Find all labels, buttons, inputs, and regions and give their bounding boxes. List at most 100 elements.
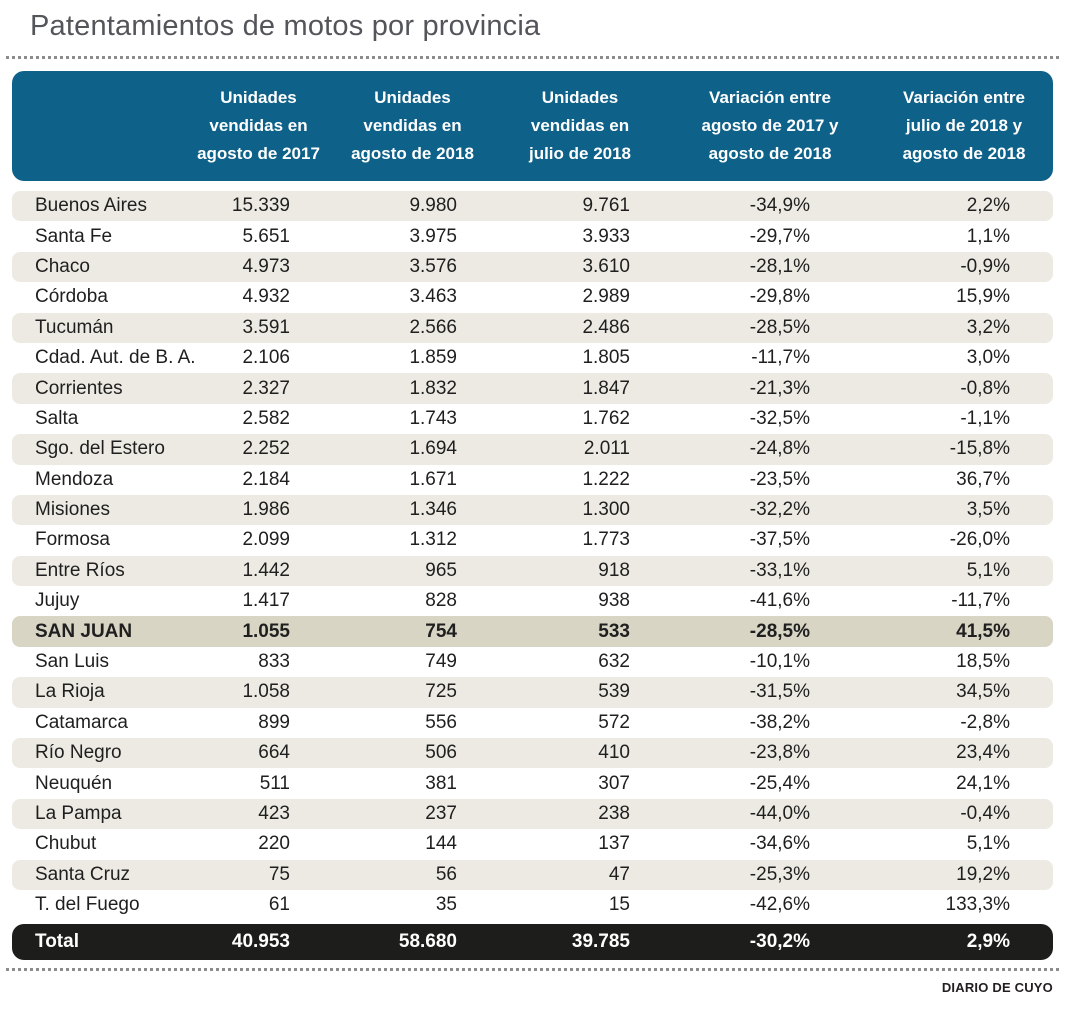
units-aug-2018: 1.671	[409, 468, 457, 490]
table-row: Cdad. Aut. de B. A. 2.106 1.859 1.805 -1…	[12, 343, 1053, 373]
variation-aug2017-aug2018: -21,3%	[749, 377, 810, 399]
units-jul-2018: 938	[598, 590, 630, 612]
units-aug-2018: 725	[425, 681, 457, 703]
units-aug-2018: 1.312	[409, 529, 457, 551]
variation-aug2017-aug2018: -32,2%	[749, 499, 810, 521]
units-aug-2017: 1.417	[242, 590, 290, 612]
variation-jul2018-aug2018: 41,5%	[956, 620, 1010, 642]
variation-aug2017-aug2018: -34,6%	[749, 833, 810, 855]
units-jul-2018: 632	[598, 651, 630, 673]
total-variation-jul: 2,9%	[966, 931, 1010, 953]
units-jul-2018: 1.762	[582, 407, 630, 429]
units-aug-2017: 75	[268, 863, 290, 885]
units-aug-2017: 4.932	[242, 286, 290, 308]
variation-aug2017-aug2018: -28,5%	[749, 620, 810, 642]
units-aug-2017: 2.106	[242, 347, 290, 369]
table-row: Catamarca 899 556 572 -38,2% -2,8%	[12, 708, 1053, 738]
header-cell-aug2017: Unidades vendidas en agosto de 2017	[197, 88, 320, 163]
units-aug-2017: 4.973	[242, 255, 290, 277]
variation-aug2017-aug2018: -23,5%	[749, 468, 810, 490]
variation-jul2018-aug2018: -0,9%	[960, 255, 1010, 277]
units-jul-2018: 2.011	[583, 438, 630, 460]
total-row: Total 40.953 58.680 39.785 -30,2% 2,9%	[12, 924, 1053, 961]
header-cell-var-aug: Variación entre agosto de 2017 y agosto …	[701, 88, 839, 163]
variation-jul2018-aug2018: 3,5%	[966, 499, 1010, 521]
units-jul-2018: 307	[598, 772, 630, 794]
province-name: Córdoba	[35, 286, 108, 308]
units-aug-2018: 35	[435, 894, 457, 916]
province-name: Formosa	[35, 529, 110, 551]
units-aug-2018: 56	[435, 863, 457, 885]
variation-aug2017-aug2018: -10,1%	[749, 651, 810, 673]
table-row: Santa Fe 5.651 3.975 3.933 -29,7% 1,1%	[12, 221, 1053, 251]
table-row: Tucumán 3.591 2.566 2.486 -28,5% 3,2%	[12, 312, 1053, 343]
province-name: Catamarca	[35, 711, 128, 733]
units-aug-2017: 3.591	[242, 316, 290, 338]
province-name: Salta	[35, 407, 79, 429]
table-row: SAN JUAN 1.055 754 533 -28,5% 41,5%	[12, 616, 1053, 647]
variation-jul2018-aug2018: 5,1%	[966, 559, 1010, 581]
units-aug-2018: 506	[425, 742, 457, 764]
bottom-dotted-divider	[6, 968, 1059, 972]
province-name: La Pampa	[35, 803, 122, 824]
province-name: T. del Fuego	[35, 894, 140, 916]
units-aug-2017: 833	[258, 651, 290, 673]
province-name: Jujuy	[35, 590, 80, 612]
table-row: Formosa 2.099 1.312 1.773 -37,5% -26,0%	[12, 525, 1053, 555]
units-aug-2018: 1.346	[409, 499, 457, 521]
table-row: Río Negro 664 506 410 -23,8% 23,4%	[12, 738, 1053, 769]
table-header: Unidades vendidas en agosto de 2017 Unid…	[12, 71, 1053, 181]
units-jul-2018: 533	[598, 620, 630, 642]
table-row: T. del Fuego 61 35 15 -42,6% 133,3%	[12, 890, 1053, 920]
variation-aug2017-aug2018: -42,6%	[749, 894, 810, 916]
units-jul-2018: 539	[598, 681, 630, 703]
variation-jul2018-aug2018: 34,5%	[956, 681, 1010, 703]
units-jul-2018: 2.989	[582, 286, 630, 308]
variation-aug2017-aug2018: -25,4%	[749, 772, 810, 794]
variation-jul2018-aug2018: -0,8%	[960, 377, 1010, 399]
units-aug-2018: 3.975	[409, 225, 457, 247]
units-aug-2018: 1.694	[409, 438, 457, 460]
table-row: La Pampa 423 237 238 -44,0% -0,4%	[12, 798, 1053, 830]
table-row: Jujuy 1.417 828 938 -41,6% -11,7%	[12, 586, 1053, 616]
province-name: SAN JUAN	[35, 620, 133, 642]
variation-aug2017-aug2018: -37,5%	[749, 529, 810, 551]
province-name: Neuquén	[35, 772, 113, 794]
variation-aug2017-aug2018: -28,1%	[749, 255, 810, 277]
units-aug-2018: 237	[425, 803, 457, 824]
units-jul-2018: 1.847	[582, 377, 630, 399]
table-row: Misiones 1.986 1.346 1.300 -32,2% 3,5%	[12, 494, 1053, 526]
header-cell-var-jul: Variación entre julio de 2018 y agosto d…	[902, 88, 1026, 163]
table-row: San Luis 833 749 632 -10,1% 18,5%	[12, 647, 1053, 677]
units-jul-2018: 2.486	[582, 316, 630, 338]
units-aug-2017: 899	[258, 711, 290, 733]
variation-aug2017-aug2018: -28,5%	[749, 316, 810, 338]
units-aug-2017: 664	[258, 742, 290, 764]
units-aug-2018: 749	[425, 651, 457, 673]
variation-aug2017-aug2018: -32,5%	[749, 407, 810, 429]
variation-aug2017-aug2018: -29,7%	[749, 225, 810, 247]
table-row: Sgo. del Estero 2.252 1.694 2.011 -24,8%…	[12, 434, 1053, 465]
province-name: La Rioja	[35, 681, 105, 703]
units-aug-2018: 2.566	[409, 316, 457, 338]
table-row: Entre Ríos 1.442 965 918 -33,1% 5,1%	[12, 555, 1053, 587]
total-jul-2018: 39.785	[571, 931, 630, 953]
table-row: Neuquén 511 381 307 -25,4% 24,1%	[12, 768, 1053, 798]
units-jul-2018: 1.773	[582, 529, 630, 551]
table-row: La Rioja 1.058 725 539 -31,5% 34,5%	[12, 677, 1053, 708]
table-row: Chubut 220 144 137 -34,6% 5,1%	[12, 829, 1053, 859]
variation-aug2017-aug2018: -34,9%	[749, 195, 810, 217]
province-name: Sgo. del Estero	[35, 438, 165, 460]
variation-aug2017-aug2018: -41,6%	[749, 590, 810, 612]
units-aug-2017: 2.184	[242, 468, 290, 490]
variation-aug2017-aug2018: -31,5%	[749, 681, 810, 703]
units-aug-2018: 3.576	[409, 255, 457, 277]
top-dotted-divider	[6, 56, 1059, 59]
total-label: Total	[35, 931, 79, 953]
units-aug-2018: 381	[425, 772, 457, 794]
province-name: Chaco	[35, 255, 90, 277]
variation-jul2018-aug2018: 15,9%	[956, 286, 1010, 308]
units-aug-2017: 1.986	[242, 499, 290, 521]
province-name: Buenos Aires	[35, 195, 147, 217]
header-cell-aug2018: Unidades vendidas en agosto de 2018	[351, 88, 474, 163]
